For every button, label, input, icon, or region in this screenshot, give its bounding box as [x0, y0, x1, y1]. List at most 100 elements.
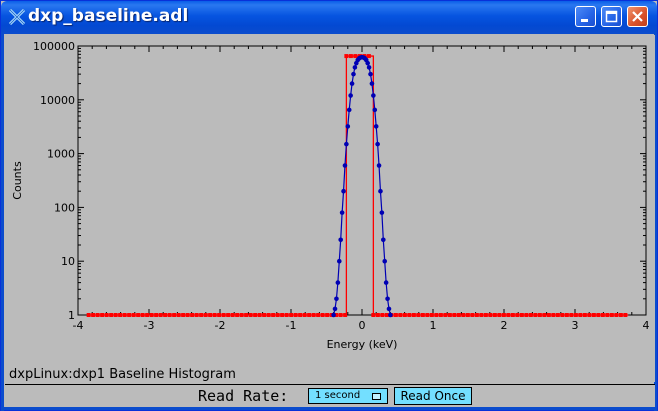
range-series-marker: [235, 313, 240, 317]
histogram-data-point: [375, 141, 380, 147]
range-series-marker: [605, 313, 610, 317]
histogram-data-point: [348, 93, 353, 98]
range-series-marker: [91, 313, 96, 317]
histogram-chart: -4 -3 -2 -1 0 1 2 3 4 1 10 100 1000 10000 100000 Energy…: [11, 40, 650, 351]
range-series-marker: [497, 313, 502, 317]
range-series-marker: [465, 313, 470, 317]
range-series-marker: [338, 313, 343, 317]
range-series-marker: [515, 313, 520, 317]
range-series-marker: [181, 313, 186, 317]
range-series-marker: [407, 313, 412, 317]
histogram-data-point: [344, 141, 349, 147]
range-series-marker: [546, 313, 551, 317]
range-series-marker: [528, 313, 533, 317]
range-series-marker: [262, 313, 267, 317]
range-series-marker: [316, 313, 321, 317]
x-tick-label: 4: [643, 319, 650, 332]
histogram-data-point: [365, 60, 370, 66]
range-series-marker: [587, 313, 592, 317]
range-series-marker: [488, 313, 493, 317]
range-series-marker: [429, 313, 434, 317]
range-series-marker: [537, 313, 542, 317]
range-series-marker: [398, 313, 403, 317]
y-tick-label: 100: [54, 201, 75, 214]
range-series-marker: [384, 313, 389, 317]
range-series-marker: [109, 313, 114, 317]
minimize-button[interactable]: [575, 6, 596, 27]
range-series-marker: [239, 313, 244, 317]
range-series-line: [88, 55, 629, 316]
range-series-marker: [266, 313, 271, 317]
x-tick-label: 2: [501, 319, 508, 332]
range-series-marker: [343, 313, 348, 317]
minimize-icon: [581, 19, 588, 22]
histogram-data-point: [371, 93, 376, 98]
range-series-marker: [275, 313, 280, 317]
title-bar[interactable]: dxp_baseline.adl: [1, 1, 657, 34]
range-series-marker: [122, 313, 127, 317]
histogram-data-point: [336, 258, 342, 264]
range-series-marker: [212, 313, 217, 317]
control-bar: Read Rate: 1 second Read Once: [5, 385, 655, 409]
range-series-marker: [600, 313, 605, 317]
histogram-data-point: [385, 296, 390, 302]
range-series-marker: [199, 313, 204, 317]
histogram-data-point: [378, 188, 383, 194]
plot-caption: dxpLinux:dxp1 Baseline Histogram: [9, 367, 236, 382]
range-series-marker: [456, 313, 461, 317]
range-series-marker: [154, 313, 159, 317]
range-series-marker: [284, 313, 289, 317]
x-tick-label: -3: [144, 319, 155, 332]
y-tick-label: 1: [68, 309, 75, 322]
range-series-marker: [158, 313, 163, 317]
y-tick-label: 1000: [47, 148, 75, 161]
histogram-data-point: [366, 65, 372, 70]
maximize-icon: [605, 10, 618, 23]
histogram-data-point: [349, 81, 355, 86]
close-button[interactable]: [627, 6, 648, 27]
menu-indicator-icon: [372, 393, 381, 400]
histogram-data-point: [351, 71, 356, 77]
range-series-marker: [131, 313, 136, 317]
range-series-marker: [582, 313, 587, 317]
range-series-marker: [623, 313, 628, 317]
range-series-marker: [614, 313, 619, 317]
range-series-marker: [447, 313, 452, 317]
range-series-marker: [443, 313, 448, 317]
range-series-marker: [461, 313, 466, 317]
range-series-marker: [176, 313, 181, 317]
window-border-right: [654, 34, 657, 411]
range-series-marker: [506, 313, 511, 317]
range-series-marker: [533, 313, 538, 317]
range-series-marker: [149, 313, 154, 317]
maximize-button[interactable]: [601, 6, 622, 27]
histogram-data-point: [331, 312, 336, 318]
range-series-marker: [257, 313, 262, 317]
range-series-marker: [393, 313, 398, 317]
range-series-marker: [302, 313, 307, 317]
x-tick-label: 3: [572, 319, 579, 332]
range-series-marker: [289, 313, 294, 317]
window-title: dxp_baseline.adl: [28, 6, 189, 26]
range-series-marker: [542, 313, 547, 317]
range-series-marker: [271, 313, 276, 317]
range-series-marker: [569, 313, 574, 317]
range-series-marker: [501, 313, 506, 317]
range-series-marker: [190, 313, 195, 317]
histogram-data-point: [346, 107, 352, 113]
range-series-marker: [510, 313, 515, 317]
read-once-button[interactable]: Read Once: [394, 387, 472, 405]
histogram-data-point: [332, 306, 338, 312]
histogram-data-point: [341, 188, 346, 194]
range-series-marker: [380, 313, 385, 317]
close-icon: [632, 11, 643, 22]
range-series-marker: [609, 313, 614, 317]
read-rate-menu[interactable]: 1 second: [308, 388, 388, 404]
range-series-marker: [555, 313, 560, 317]
plot-frame: [77, 45, 647, 316]
range-series-marker: [244, 313, 249, 317]
range-series-marker: [253, 313, 258, 317]
histogram-data-point: [373, 124, 379, 129]
histogram-data-point: [382, 258, 388, 264]
range-series-marker: [596, 313, 601, 317]
